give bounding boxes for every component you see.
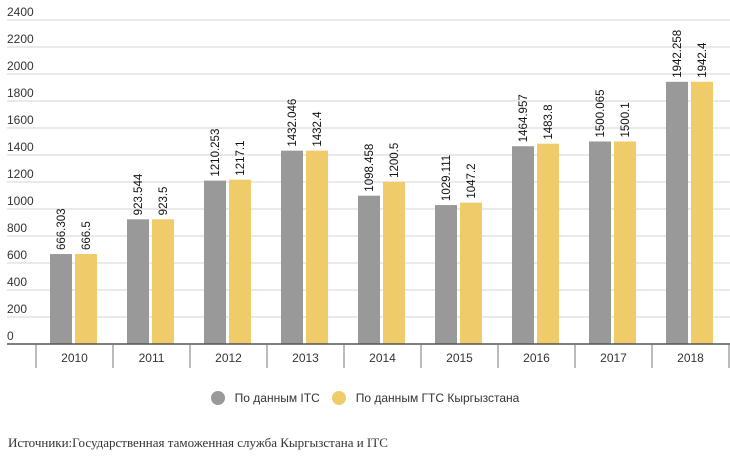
data-label: 666.5 [81, 221, 93, 250]
bars [50, 81, 713, 345]
legend-swatch-icon [210, 391, 225, 405]
bar-itc-2011[interactable] [127, 219, 149, 344]
data-label: 1217.1 [235, 141, 247, 176]
y-tick-label: 1200 [7, 167, 34, 181]
bar-gts-2015[interactable] [460, 202, 482, 344]
y-tick-label: 2200 [7, 32, 34, 46]
bar-itc-2016[interactable] [512, 146, 534, 344]
bar-gts-2014[interactable] [383, 181, 405, 344]
x-tick-label: 2010 [61, 351, 88, 365]
data-label: 1200.5 [389, 143, 401, 178]
x-tick-label: 2016 [523, 351, 550, 365]
data-label: 1464.957 [518, 94, 530, 142]
data-labels: 666.303 666.5 923.544 923.5 1210.253 1217.1 14… [56, 30, 709, 250]
bar-itc-2017[interactable] [589, 141, 611, 344]
legend-item-gts[interactable]: По данным ГТС Кыргызстана [331, 391, 520, 405]
data-label: 923.5 [158, 187, 170, 216]
legend-item-itc[interactable]: По данным ITC [210, 391, 320, 405]
bar-itc-2015[interactable] [435, 205, 457, 344]
x-tick-label: 2015 [446, 351, 473, 365]
data-label: 1432.4 [312, 111, 324, 147]
legend-swatch-icon [331, 391, 346, 405]
y-axis-ticks: 0 200 400 600 800 1000 1200 1400 1600 1800 2000 220… [7, 5, 34, 343]
bar-itc-2012[interactable] [204, 180, 226, 344]
bar-gts-2017[interactable] [614, 141, 636, 344]
bar-itc-2014[interactable] [358, 195, 380, 344]
y-tick-label: 2400 [7, 5, 34, 19]
data-label: 1210.253 [210, 129, 222, 177]
x-axis: 2010 2011 2012 2013 2014 2015 2016 2017 2018 [7, 343, 730, 368]
bar-itc-2013[interactable] [281, 150, 303, 344]
bar-chart: 0 200 400 600 800 1000 1200 1400 1600 1800 2000 220… [7, 5, 730, 368]
x-tick-label: 2011 [139, 351, 165, 365]
y-tick-label: 2000 [7, 59, 34, 73]
bar-gts-2016[interactable] [537, 143, 559, 344]
data-label: 1500.065 [595, 90, 607, 138]
data-label: 666.303 [56, 208, 68, 250]
bar-gts-2013[interactable] [306, 150, 328, 344]
x-tick-label: 2013 [292, 351, 319, 365]
data-label: 1047.2 [466, 163, 478, 198]
data-label: 1942.4 [697, 42, 709, 78]
y-tick-label: 400 [7, 275, 27, 289]
data-label: 1432.046 [287, 99, 299, 147]
x-tick-label: 2012 [215, 351, 242, 365]
bar-gts-2012[interactable] [229, 179, 251, 344]
y-tick-label: 800 [7, 221, 27, 235]
y-tick-label: 1400 [7, 140, 34, 154]
y-tick-label: 1800 [7, 86, 34, 100]
x-tick-label: 2014 [369, 351, 396, 365]
y-tick-label: 1600 [7, 113, 34, 127]
y-tick-label: 0 [7, 329, 14, 343]
x-tick-label: 2018 [677, 351, 704, 365]
data-label: 1942.258 [672, 30, 684, 78]
data-label: 923.544 [133, 173, 145, 215]
legend-label: По данным ГТС Кыргызстана [355, 391, 520, 405]
bar-itc-2010[interactable] [50, 254, 72, 344]
data-label: 1098.458 [364, 144, 376, 192]
data-label: 1483.8 [543, 104, 555, 139]
y-tick-label: 1000 [7, 194, 34, 208]
source-note: Источники:Государственная таможенная слу… [8, 435, 388, 450]
x-tick-label: 2017 [600, 351, 627, 365]
bar-gts-2011[interactable] [152, 219, 174, 344]
bar-gts-2018[interactable] [691, 81, 713, 344]
y-tick-label: 200 [7, 302, 27, 316]
bar-gts-2010[interactable] [75, 254, 97, 344]
legend-label: По данным ITC [234, 391, 320, 405]
legend: По данным ITC По данным ГТС Кыргызстана [0, 388, 730, 408]
data-label: 1029.111 [441, 155, 453, 201]
bar-itc-2018[interactable] [666, 81, 688, 345]
data-label: 1500.1 [620, 102, 632, 137]
y-tick-label: 600 [7, 248, 27, 262]
